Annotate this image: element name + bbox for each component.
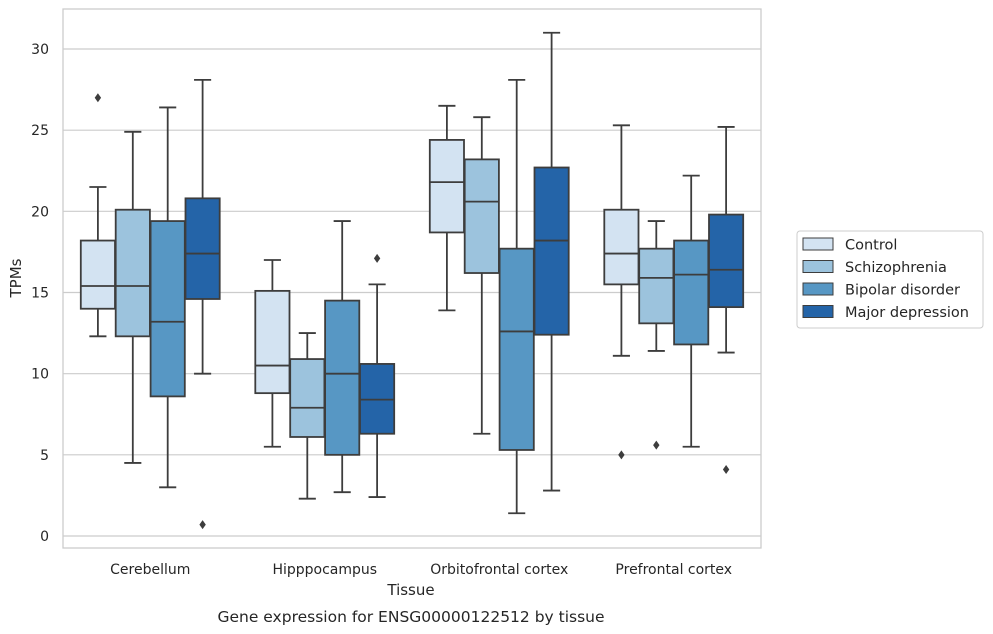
legend-label-major-depression: Major depression [845,305,969,321]
y-tick-labels: 0 5 10 15 20 25 30 [31,42,49,545]
box-control-hipppocampus [254,259,291,448]
box-iqr [533,166,570,336]
box-control-prefrontal-cortex [603,124,640,460]
box-major-depression-hipppocampus [359,253,396,498]
box-bipolar-disorder-orbitofrontal-cortex [498,78,535,515]
box-bipolar-disorder-prefrontal-cortex [673,174,710,448]
box-schizophrenia-orbitofrontal-cortex [463,116,500,435]
box-iqr [603,208,640,286]
box-iqr [79,239,116,310]
box-control-orbitofrontal-cortex [428,104,465,312]
outlier-point [373,253,381,263]
y-axis-label: TPMs [7,258,25,298]
y-tick-label-30: 30 [31,42,49,58]
y-tick-label-25: 25 [31,123,49,139]
box-major-depression-orbitofrontal-cortex [533,31,570,492]
box-major-depression-cerebellum [184,78,221,530]
box-iqr [708,213,745,309]
y-tick-label-0: 0 [40,529,49,545]
box-series [79,31,745,530]
legend: Control Schizophrenia Bipolar disorder Majo… [796,230,984,329]
outlier-point [94,93,102,103]
box-bipolar-disorder-hipppocampus [324,220,361,494]
x-tick-label-cerebellum: Cerebellum [110,562,190,578]
legend-label-schizophrenia: Schizophrenia [845,260,947,276]
box-iqr [149,220,186,398]
box-iqr [463,158,500,274]
box-bipolar-disorder-cerebellum [149,106,186,489]
box-iqr [289,358,326,438]
box-iqr [498,247,535,451]
box-schizophrenia-cerebellum [114,130,151,464]
y-tick-label-10: 10 [31,367,49,383]
legend-frame [796,230,984,329]
outlier-point [722,464,730,474]
x-tick-labels: Cerebellum Hipppocampus Orbitofrontal cort… [110,562,732,578]
box-iqr [184,197,221,300]
box-schizophrenia-prefrontal-cortex [638,220,675,450]
box-iqr [254,289,291,395]
x-axis-label: Tissue [386,581,434,599]
legend-swatch-schizophrenia [802,260,834,273]
outlier-point [199,520,206,530]
legend-label-control: Control [845,238,897,254]
box-iqr [673,239,710,346]
outlier-point [618,450,625,460]
box-iqr [638,247,675,325]
legend-swatch-bipolar-disorder [802,282,834,296]
box-schizophrenia-hipppocampus [289,332,326,500]
y-tick-label-5: 5 [40,448,49,464]
box-iqr [324,299,361,456]
legend-swatch-control [802,237,834,251]
y-tick-label-15: 15 [31,286,49,302]
y-tick-label-20: 20 [31,204,49,220]
legend-swatch-major-depression [802,305,834,318]
outlier-point [653,440,660,450]
x-tick-label-orbitofrontal-cortex: Orbitofrontal cortex [430,562,568,578]
chart-caption: Gene expression for ENSG00000122512 by t… [217,608,604,626]
x-tick-label-prefrontal-cortex: Prefrontal cortex [615,562,732,578]
plot-frame [62,8,762,549]
box-major-depression-prefrontal-cortex [708,126,745,474]
box-control-cerebellum [79,93,116,338]
box-iqr [428,139,465,234]
legend-label-bipolar-disorder: Bipolar disorder [845,283,960,299]
box-iqr [114,208,151,338]
x-tick-label-hipppocampus: Hipppocampus [272,562,377,578]
